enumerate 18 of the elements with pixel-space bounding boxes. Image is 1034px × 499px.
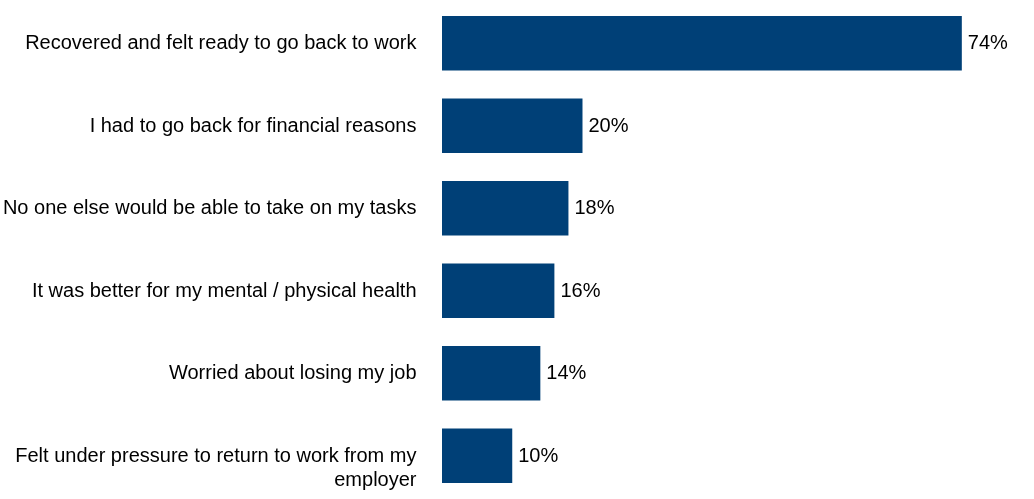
bar <box>442 346 541 401</box>
bar <box>442 181 569 236</box>
y-tick-label: It was better for my mental / physical health <box>31 278 417 301</box>
y-tick-label: Worried about losing my job <box>168 361 417 384</box>
bar <box>442 428 513 483</box>
bar <box>442 16 962 71</box>
data-label: 14% <box>546 361 587 384</box>
data-label: 10% <box>518 443 559 466</box>
data-label: 18% <box>574 196 615 219</box>
bar <box>442 263 555 318</box>
data-label: 74% <box>967 31 1009 54</box>
bar <box>442 98 583 153</box>
y-tick-label: Felt under pressure to return to work from my employer <box>15 443 417 490</box>
y-tick-label: No one else would be able to take on my tasks <box>2 196 417 219</box>
data-label: 20% <box>588 113 629 136</box>
y-tick-label: Recovered and felt ready to go back to work <box>25 31 418 54</box>
y-tick-label: I had to go back for financial reasons <box>89 113 417 136</box>
data-label: 16% <box>560 278 601 301</box>
